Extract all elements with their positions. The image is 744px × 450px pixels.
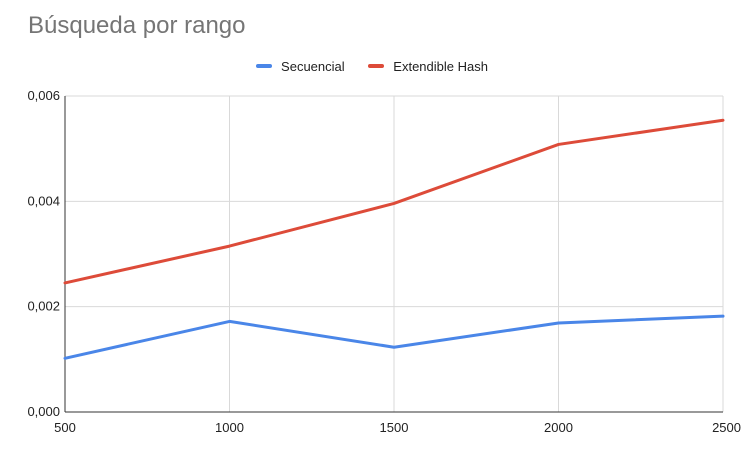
- x-tick-label: 2500: [712, 420, 741, 435]
- y-tick-label: 0,004: [27, 193, 60, 208]
- legend-label-secuencial: Secuencial: [281, 58, 345, 74]
- series-line-extendible-hash[interactable]: [63, 118, 725, 285]
- y-tick-label: 0,006: [27, 88, 60, 103]
- tick-labels: 0,000 0,002 0,004 0,006 500 1000 1500 2000 2500: [27, 88, 741, 435]
- legend-swatch-secuencial: [256, 64, 273, 68]
- grid-lines: [65, 95, 724, 412]
- legend-item-extendible-hash[interactable]: Extendible Hash: [368, 59, 488, 74]
- x-tick-label: 1500: [380, 420, 409, 435]
- x-tick-label: 2000: [544, 420, 573, 435]
- y-tick-label: 0,002: [27, 299, 60, 314]
- series-line-secuencial[interactable]: [63, 314, 725, 360]
- legend-swatch-extendible-hash: [368, 64, 385, 68]
- chart-title: Búsqueda por rango: [28, 12, 246, 39]
- series-lines: [63, 118, 725, 360]
- legend: Secuencial Extendible Hash: [0, 56, 744, 74]
- legend-label-extendible-hash: Extendible Hash: [393, 58, 488, 74]
- legend-item-secuencial[interactable]: Secuencial: [256, 59, 345, 74]
- y-tick-label: 0,000: [27, 404, 60, 419]
- x-tick-label: 1000: [215, 420, 244, 435]
- x-tick-label: 500: [54, 420, 76, 435]
